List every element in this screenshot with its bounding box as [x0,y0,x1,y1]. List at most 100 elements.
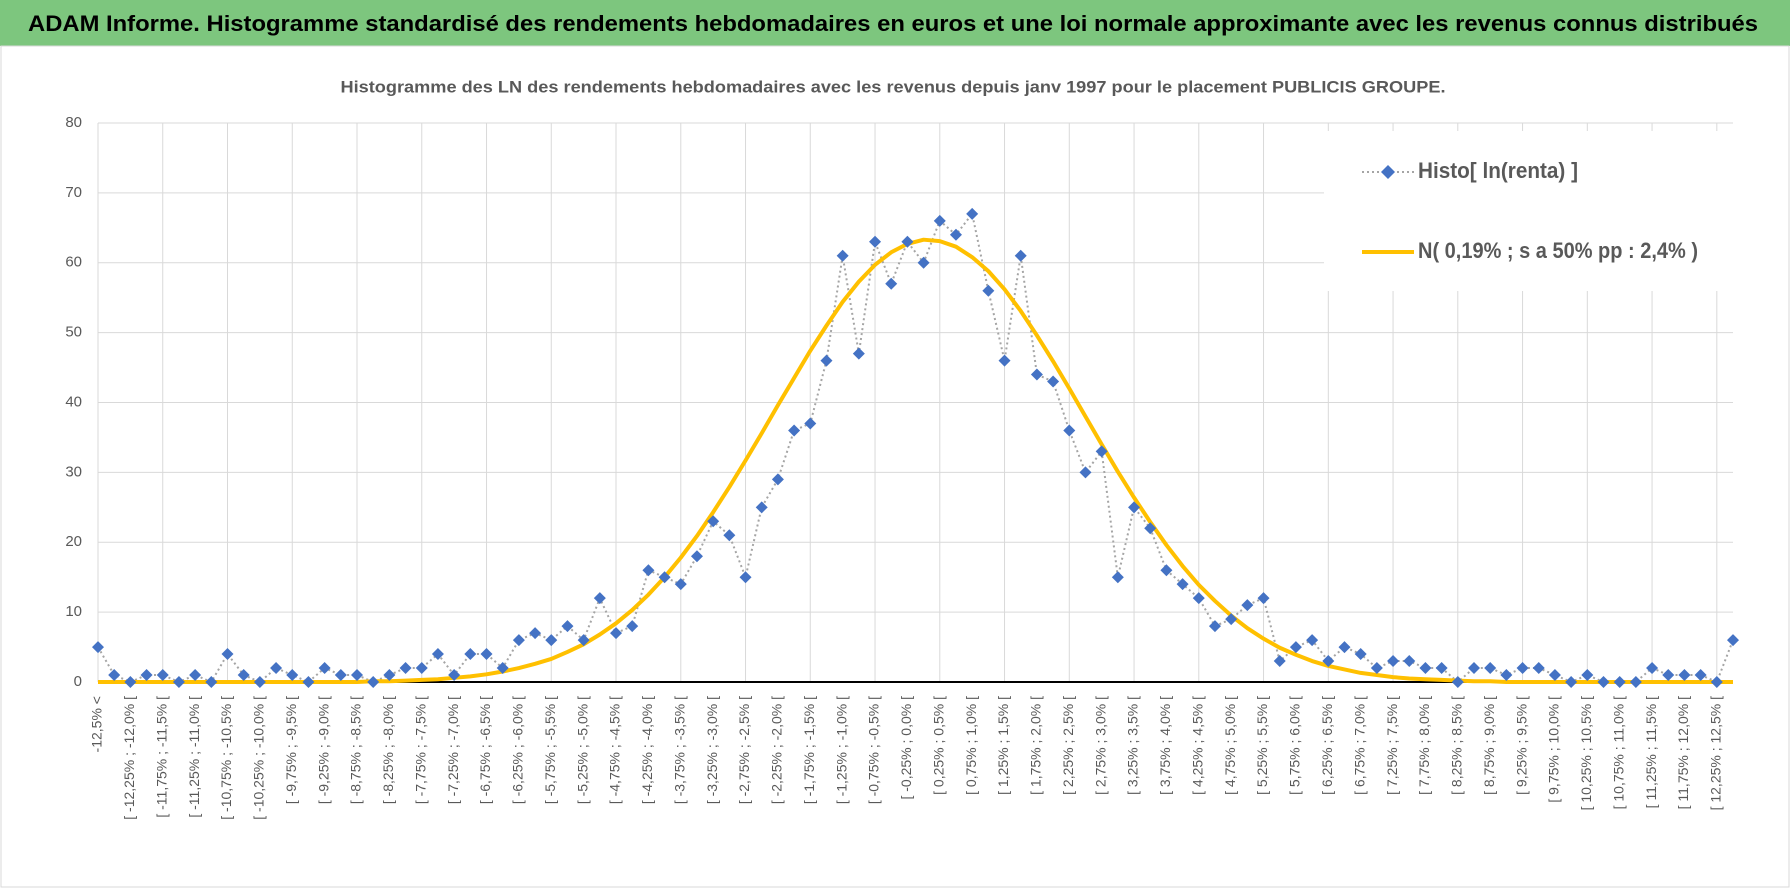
diamond-marker [1710,676,1723,688]
diamond-marker [1225,613,1238,626]
x-tick-label: [ 9,75% ; 10,0% [ [1546,696,1562,803]
x-tick-label: [ -4,75% ; -4,5% [ [607,696,623,804]
x-tick-label: [ 10,25% ; 10,5% [ [1578,696,1594,811]
diamond-marker [156,669,169,682]
diamond-marker [318,662,331,675]
x-tick-label: [ 4,25% ; 4,5% [ [1189,696,1205,795]
diamond-marker [529,627,542,640]
legend-box [1324,131,1735,291]
x-tick-label: [ 8,75% ; 9,0% [ [1481,696,1497,795]
diamond-marker [480,648,493,661]
diamond-marker [804,417,817,430]
x-tick-label: [ -5,75% ; -5,5% [ [542,696,558,804]
legend-label: N( 0,19% ; s a 50% pp : 2,4% ) [1418,238,1698,263]
y-tick-label: 60 [65,254,82,271]
diamond-marker [723,529,736,542]
diamond-marker [1241,599,1254,612]
y-tick-label: 30 [65,463,82,480]
diamond-marker [1548,669,1561,682]
diamond-marker [1273,655,1286,668]
diamond-marker [755,501,768,514]
x-tick-label: [ -2,75% ; -2,5% [ [736,696,752,804]
diamond-marker [1532,662,1545,675]
diamond-marker [885,277,898,290]
x-tick-label: [ 10,75% ; 11,0% [ [1610,696,1626,809]
diamond-marker [869,235,882,248]
x-tick-label: [ 8,25% ; 8,5% [ [1449,696,1465,795]
x-tick-label: [ 5,25% ; 5,5% [ [1254,696,1270,795]
x-tick-label: [ 4,75% ; 5,0% [ [1222,696,1238,795]
x-tick-label: [ 11,75% ; 12,0% [ [1675,696,1691,809]
diamond-marker [1565,676,1578,688]
x-tick-label: [ 6,25% ; 6,5% [ [1319,696,1335,795]
diamond-marker [286,669,299,682]
chart-title: Histogramme des LN des rendements hebdom… [341,77,1446,96]
diamond-marker [367,676,380,688]
diamond-marker [610,627,623,640]
diamond-marker [771,473,784,486]
x-tick-label: [ -12,25% ; -12,0% [ [121,696,137,820]
diamond-marker [172,676,185,688]
diamond-marker [253,676,266,688]
diamond-marker [674,578,687,591]
y-tick-label: 70 [65,184,82,201]
diamond-marker [1484,662,1497,675]
diamond-marker [1727,634,1739,647]
diamond-marker [1322,655,1335,668]
x-tick-label: [ -11,25% ; -11,0% [ [186,696,202,818]
diamond-marker [788,424,801,437]
diamond-marker [707,515,720,528]
x-tick-label: [ 2,25% ; 2,5% [ [1060,696,1076,795]
x-tick-label: [ 0,75% ; 1,0% [ [963,696,979,795]
x-tick-label: [ 0,25% ; 0,5% [ [930,696,946,795]
x-tick-label: [ 12,25% ; 12,5% [ [1708,696,1724,811]
x-tick-label: [ 11,25% ; 11,5% [ [1643,696,1659,808]
diamond-marker [1176,578,1189,591]
diamond-marker [739,571,752,584]
diamond-marker [1419,662,1432,675]
diamond-marker [1370,662,1383,675]
x-tick-label: [ 1,75% ; 2,0% [ [1028,696,1044,795]
x-tick-label: [ -3,25% ; -3,0% [ [704,696,720,804]
diamond-marker [108,669,121,682]
diamond-marker [1451,676,1464,688]
diamond-marker [949,228,962,241]
x-tick-label: [ -7,25% ; -7,0% [ [445,696,461,804]
x-tick-label: [ -7,75% ; -7,5% [ [412,696,428,804]
diamond-marker [1014,249,1027,262]
y-tick-label: 10 [65,603,82,620]
diamond-marker [852,347,865,360]
x-tick-label: [ -6,25% ; -6,0% [ [510,696,526,804]
diamond-marker [658,571,671,584]
diamond-marker [1678,669,1691,682]
x-tick-label: [ -0,75% ; -0,5% [ [866,696,882,804]
x-tick-label: [ 3,25% ; 3,5% [ [1125,696,1141,795]
diamond-marker [1613,676,1626,688]
diamond-marker [1662,669,1675,682]
x-tick-label: [ 9,25% ; 9,5% [ [1513,696,1529,795]
diamond-marker [351,669,364,682]
diamond-marker [140,669,153,682]
diamond-marker [464,648,477,661]
diamond-marker [820,354,833,367]
diamond-marker [1629,676,1642,688]
diamond-marker [1063,424,1076,437]
x-tick-label: [ -1,75% ; -1,5% [ [801,696,817,804]
x-tick-label: -12,5% < [89,696,105,752]
x-tick-label: [ 1,25% ; 1,5% [ [995,696,1011,795]
x-tick-label: [ -5,25% ; -5,0% [ [574,696,590,804]
diamond-marker [1144,522,1157,535]
x-tick-label: [ -4,25% ; -4,0% [ [639,696,655,804]
diamond-marker [431,648,444,661]
diamond-marker [561,620,574,633]
legend-marker [1381,165,1395,179]
x-tick-label: [ -10,25% ; -10,0% [ [251,696,267,820]
x-tick-label: [ -1,25% ; -1,0% [ [833,696,849,804]
diamond-marker [836,249,849,262]
x-tick-label: [ -8,75% ; -8,5% [ [348,696,364,804]
legend-label: Histo[ ln(renta) ] [1418,158,1578,183]
y-tick-label: 80 [65,114,82,131]
diamond-marker [933,214,946,227]
diamond-marker [1111,571,1124,584]
